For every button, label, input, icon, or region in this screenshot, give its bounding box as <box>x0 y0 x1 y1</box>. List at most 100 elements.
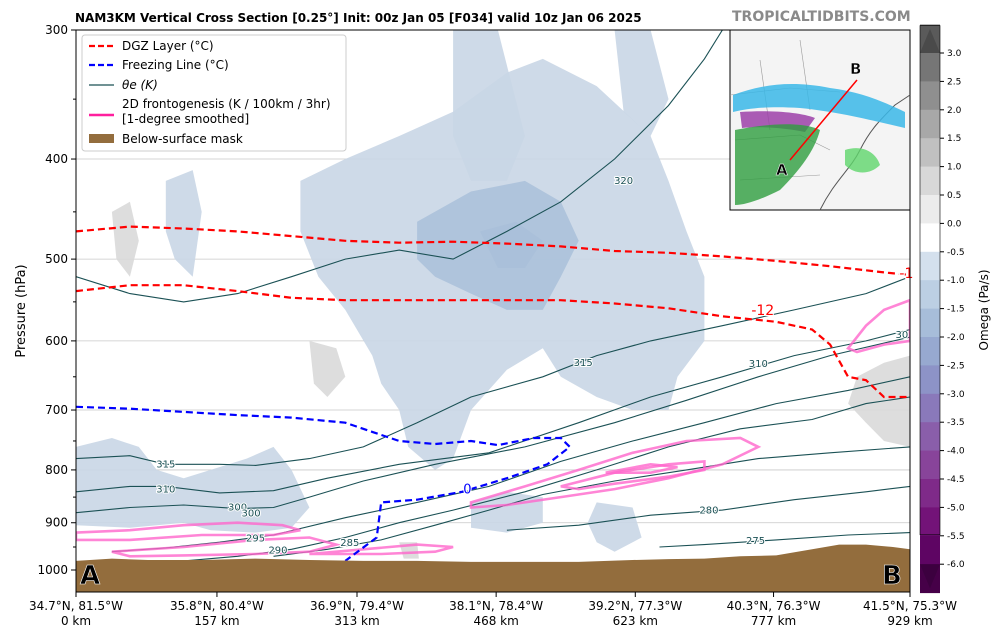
theta-e-label: 310 <box>156 485 175 496</box>
terrain-mask <box>76 544 910 592</box>
colorbar-swatch <box>920 223 940 253</box>
colorbar-swatch <box>920 138 940 168</box>
frontogenesis-contour <box>469 436 762 509</box>
colorbar-swatch <box>920 365 940 395</box>
theta-e-label: 30 <box>896 330 909 341</box>
inset-snow-band <box>733 84 905 128</box>
frontogenesis-contour <box>111 536 342 558</box>
colorbar-tick-label: 2.0 <box>947 106 962 116</box>
inset-rain-east <box>845 148 880 173</box>
legend-label-frontogenesis-line2: [1-degree smoothed] <box>122 112 249 126</box>
brand-watermark: TROPICALTIDBITS.COM <box>732 9 911 25</box>
x-tick-coord: 38.1°N, 78.4°W <box>449 599 543 613</box>
omega-region-descent <box>111 201 139 277</box>
colorbar-tick-label: -5.5 <box>947 532 965 542</box>
colorbar-tick-label: -3.5 <box>947 418 965 428</box>
dgz-label: -12 <box>751 303 774 319</box>
colorbar-tick-label: -6.0 <box>947 560 965 570</box>
legend-box <box>81 34 347 152</box>
chart-title: NAM3KM Vertical Cross Section [0.25°] In… <box>75 11 642 25</box>
x-tick-coord: 36.9°N, 79.4°W <box>310 599 404 613</box>
colorbar-swatch <box>920 53 940 82</box>
colorbar-swatch <box>920 422 940 452</box>
legend-label-frontogenesis: 2D frontogenesis (K / 100km / 3hr) <box>122 97 331 111</box>
theta-e-label: 300 <box>228 503 247 514</box>
frontogenesis-contour <box>76 521 301 542</box>
colorbar-swatch <box>920 393 940 423</box>
theta-e-label: 315 <box>574 358 593 369</box>
x-tick-distance: 623 km <box>613 614 658 628</box>
y-tick-label: 1000 <box>37 563 68 577</box>
theta-e-label: 275 <box>746 536 765 547</box>
colorbar-tick-label: 0.0 <box>947 219 962 229</box>
colorbar-swatch <box>920 535 940 565</box>
colorbar-bottom-arrow <box>920 564 940 589</box>
colorbar-swatch <box>920 308 940 338</box>
colorbar-swatch <box>920 479 940 508</box>
colorbar-tick-label: -0.5 <box>947 248 965 258</box>
x-tick-coord: 39.2°N, 77.3°W <box>588 599 682 613</box>
below-surface-mask <box>76 544 910 592</box>
theta-e-contour <box>76 328 910 494</box>
theta-e-contour <box>183 396 910 562</box>
theta-e-contour <box>76 30 723 303</box>
endpoint-b-label: B <box>882 561 902 591</box>
colorbar-tick-label: 1.5 <box>947 134 961 144</box>
dgz-label: -1 <box>899 266 913 282</box>
legend-label-dgz: DGZ Layer (°C) <box>122 39 214 53</box>
theta-e-label: 280 <box>699 506 718 517</box>
dgz-contour <box>76 225 910 277</box>
y-tick-label: 400 <box>45 152 68 166</box>
frontogenesis-contour <box>560 459 706 491</box>
omega-region-ascent <box>76 438 310 533</box>
freezing-line-label: 0 <box>463 483 471 498</box>
legend-swatch-terrain <box>89 134 114 143</box>
theta-e-label: 290 <box>268 545 287 556</box>
inset-point-a: A <box>776 161 788 179</box>
colorbar-swatch <box>920 81 940 111</box>
frontogenesis-contour <box>309 543 454 556</box>
inset-point-b: B <box>850 60 861 78</box>
colorbar-tick-label: -3.0 <box>947 390 965 400</box>
y-tick-label: 500 <box>45 252 68 266</box>
frontogenesis-contour <box>846 298 910 354</box>
y-tick-label: 900 <box>45 516 68 530</box>
theta-e-contour <box>506 485 910 531</box>
colorbar-label: Omega (Pa/s) <box>977 269 991 350</box>
colorbar-tick-label: 2.5 <box>947 77 961 87</box>
colorbar-swatch <box>920 109 940 139</box>
colorbar-swatch <box>920 507 940 537</box>
omega-region-ascent <box>614 30 669 136</box>
legend: DGZ Layer (°C) Freezing Line (°C) θe (K)… <box>81 34 347 152</box>
endpoint-a-label: A <box>80 561 100 591</box>
legend-label-freezing: Freezing Line (°C) <box>122 58 229 72</box>
theta-e-label: 320 <box>614 176 633 187</box>
colorbar-swatch <box>920 251 940 281</box>
theta-e-contour <box>76 276 910 466</box>
contour-lines <box>76 30 910 562</box>
theta-e-label: 295 <box>246 533 265 544</box>
x-tick-distance: 0 km <box>61 614 91 628</box>
legend-label-terrain: Below-surface mask <box>122 132 243 146</box>
colorbar-tick-label: 3.0 <box>947 49 962 59</box>
x-tick-coord: 40.3°N, 76.3°W <box>727 599 821 613</box>
colorbar-tick-label: -5.0 <box>947 503 965 513</box>
colorbar-tick-label: 0.5 <box>947 191 961 201</box>
theta-e-label: 300 <box>242 509 261 520</box>
y-tick-label: 600 <box>45 334 68 348</box>
inset-section-line <box>789 79 858 161</box>
legend-label-theta-e: θe (K) <box>122 78 158 92</box>
omega-region-ascent <box>165 170 202 277</box>
colorbar-top-arrow <box>920 29 940 53</box>
x-tick-distance: 777 km <box>751 614 796 628</box>
colorbar-swatch <box>920 195 940 224</box>
x-tick-distance: 313 km <box>334 614 379 628</box>
theta-e-contour <box>659 532 910 548</box>
x-tick-coord: 41.5°N, 75.3°W <box>863 599 957 613</box>
theta-e-contour <box>273 446 910 557</box>
colorbar-tick-label: -2.0 <box>947 333 965 343</box>
theta-e-contour <box>76 336 910 514</box>
x-tick-distance: 468 km <box>473 614 518 628</box>
